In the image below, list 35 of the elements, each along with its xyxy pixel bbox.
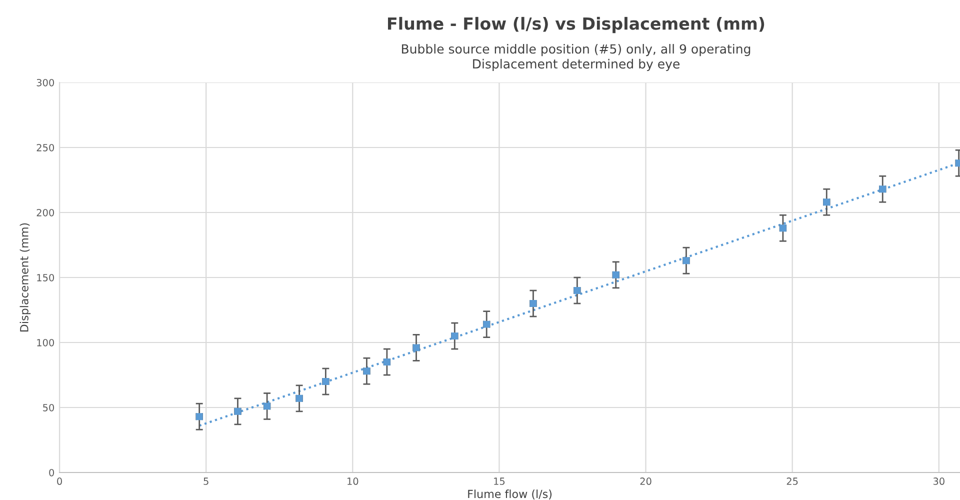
chart-title: Flume - Flow (l/s) vs Displacement (mm)	[388, 16, 764, 34]
y-tick-label: 50	[43, 404, 54, 412]
x-tick-label: 30	[933, 478, 944, 485]
point	[234, 408, 242, 415]
point	[823, 198, 830, 206]
y-tick-label: 150	[37, 274, 54, 282]
y-axis-title: Displacement (mm)	[20, 223, 31, 332]
point	[779, 224, 786, 232]
point	[612, 271, 620, 278]
point	[296, 394, 303, 402]
y-tick-label: 250	[36, 144, 54, 152]
x-tick-label: 25	[786, 478, 798, 485]
y-tick-label: 300	[36, 78, 54, 86]
x-tick-label: 5	[204, 478, 208, 485]
x-tick-label: 10	[348, 478, 358, 485]
y-tick-label: 200	[36, 208, 54, 216]
point	[322, 378, 330, 385]
point	[530, 300, 537, 307]
point	[483, 320, 490, 328]
x-tick-label: 0	[57, 478, 62, 485]
chart-subtitle: Bubble source middle position (#5) only, all 9 operating Displacement determined by eye	[402, 44, 750, 72]
y-tick-label: 0	[49, 468, 54, 476]
point	[412, 344, 420, 352]
x-axis-title: Flume flow (l/s)	[468, 490, 552, 500]
point	[574, 287, 581, 294]
point	[196, 413, 203, 420]
point	[682, 257, 690, 264]
point	[264, 402, 271, 410]
point	[383, 358, 390, 366]
point	[879, 186, 886, 193]
point	[451, 332, 458, 340]
point	[363, 368, 370, 375]
x-tick-label: 20	[640, 478, 652, 485]
y-tick-label: 100	[37, 338, 54, 346]
x-tick-label: 15	[494, 478, 505, 485]
